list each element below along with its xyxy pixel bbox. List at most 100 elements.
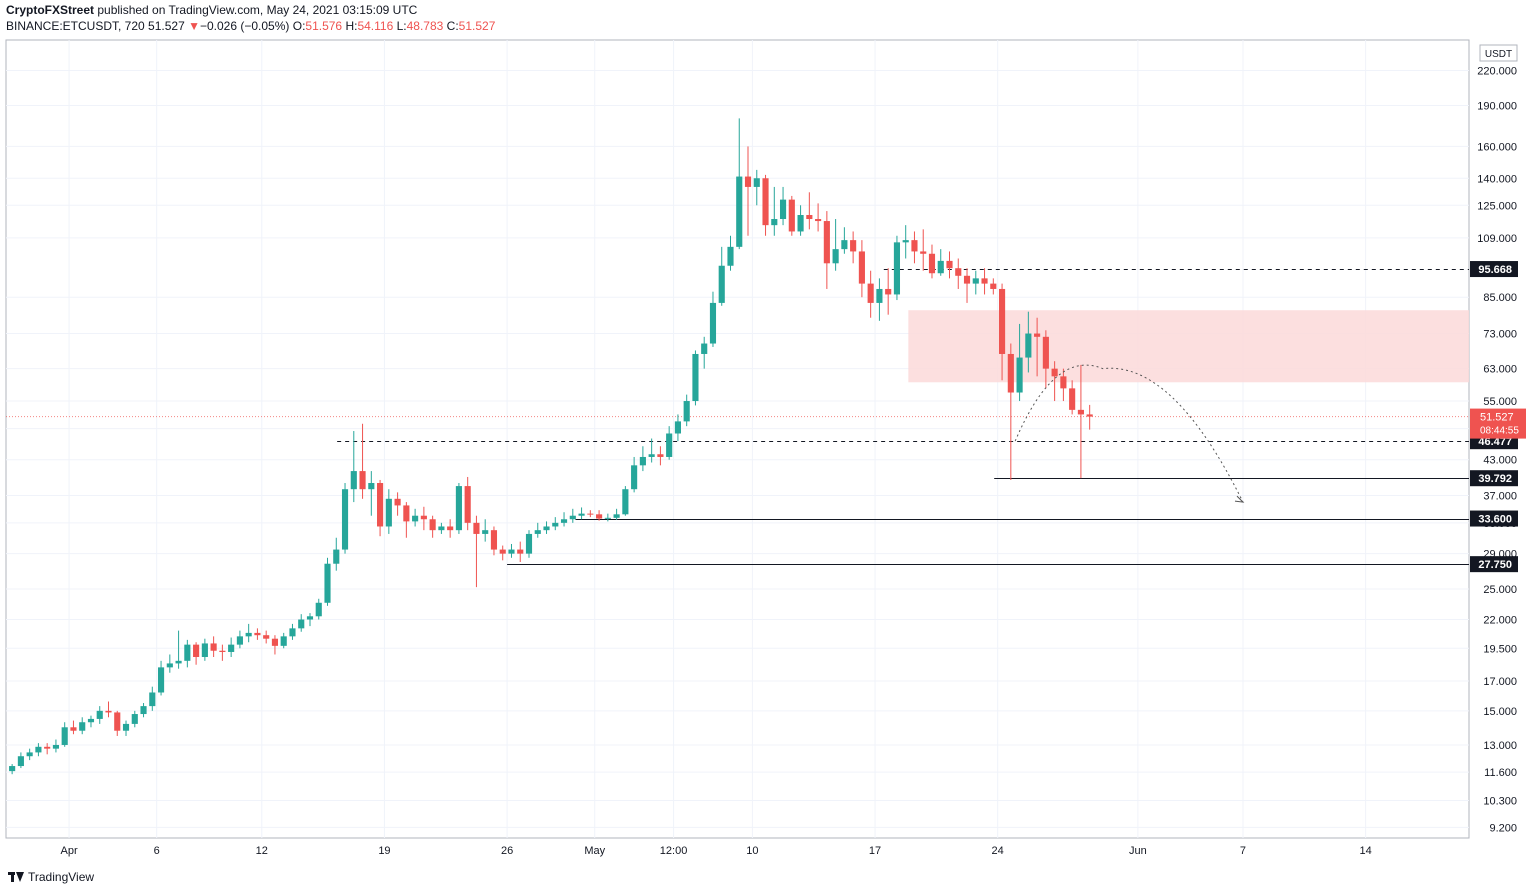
candle-body <box>52 744 60 749</box>
candle <box>403 502 410 538</box>
candle <box>1007 343 1014 480</box>
candle-body <box>26 752 33 757</box>
candle <box>657 446 664 466</box>
candle-body <box>893 242 901 295</box>
y-tick-label: 55.000 <box>1483 396 1517 408</box>
candle-body <box>569 515 576 520</box>
candle-body <box>779 199 787 220</box>
symbol-label: BINANCE:ETCUSDT, 720 <box>6 19 145 33</box>
candle-body <box>578 513 585 516</box>
candle <box>1034 317 1041 377</box>
candle <box>832 219 839 271</box>
candle-body <box>587 513 594 515</box>
y-tick-label: 22.000 <box>1483 615 1517 627</box>
x-tick-label: Apr <box>61 845 78 857</box>
candle-body <box>79 722 86 731</box>
candle-body <box>806 215 813 220</box>
candle <box>1060 368 1067 402</box>
currency-label: USDT <box>1485 49 1512 60</box>
candle <box>771 186 778 236</box>
candle <box>482 519 489 542</box>
candle-body <box>657 454 664 457</box>
candle-body <box>1051 368 1058 377</box>
candle <box>850 231 857 264</box>
arrowhead-icon <box>1234 495 1245 503</box>
candle <box>762 174 769 236</box>
candle <box>166 654 173 673</box>
x-tick-label: 17 <box>869 845 881 857</box>
candle-body <box>955 268 962 276</box>
candle <box>52 739 60 753</box>
candle <box>981 268 988 295</box>
candle-body <box>1060 376 1067 389</box>
candle <box>1051 361 1058 402</box>
candle-body <box>254 632 261 636</box>
candle <box>692 350 699 406</box>
candle-body <box>44 746 51 749</box>
candle <box>149 686 156 711</box>
candle-body <box>674 421 681 434</box>
candle-body <box>122 723 130 731</box>
candle-body <box>1016 357 1023 393</box>
price-chart[interactable]: 9.200 10.300 11.600 13.000 15.000 17.000 19.50… <box>0 0 1536 868</box>
candle-body <box>394 498 401 506</box>
publisher-name[interactable]: CryptoFXStreet <box>6 3 95 17</box>
candle <box>823 211 830 289</box>
candle-body <box>473 522 480 534</box>
candle <box>543 521 550 534</box>
candle-body <box>455 486 462 531</box>
high-label: H: <box>345 19 358 33</box>
candle <box>377 479 384 537</box>
candle <box>219 644 226 661</box>
candle-body <box>946 260 953 269</box>
candle <box>245 623 252 643</box>
candle <box>1042 330 1049 389</box>
level-label-bg <box>1470 261 1518 278</box>
candle <box>184 639 191 668</box>
candle <box>753 169 760 206</box>
candle-body <box>368 483 375 490</box>
y-tick-label: 43.000 <box>1483 455 1517 467</box>
candle <box>315 598 322 620</box>
candle-body <box>841 240 848 250</box>
candle <box>841 227 848 254</box>
candle <box>9 764 16 775</box>
candle-body <box>499 549 506 554</box>
candle <box>131 710 138 728</box>
y-tick-label: 190.000 <box>1477 100 1517 112</box>
candle-body <box>981 278 988 284</box>
candle-body <box>815 219 822 222</box>
candle-body <box>525 533 533 554</box>
candle-body <box>157 667 165 693</box>
candle <box>508 543 515 558</box>
x-tick-label: 6 <box>154 845 160 857</box>
candle <box>44 743 51 755</box>
x-tick-label: Jun <box>1129 845 1147 857</box>
candle-body <box>114 712 121 731</box>
candle <box>350 431 357 503</box>
candle <box>534 522 541 538</box>
candle <box>701 336 708 369</box>
y-tick-label: 11.600 <box>1484 767 1517 779</box>
candle <box>963 268 971 303</box>
candle <box>604 513 611 522</box>
price-change: −0.026 (−0.05%) <box>199 19 290 33</box>
candle <box>876 278 883 321</box>
candle <box>727 235 734 271</box>
x-tick-label: 24 <box>992 845 1004 857</box>
candle-body <box>631 465 638 490</box>
candle-body <box>447 526 454 531</box>
candle-body <box>333 549 340 564</box>
candle <box>464 476 471 531</box>
x-tick-label: 7 <box>1240 845 1246 857</box>
candle-body <box>350 471 357 490</box>
y-tick-label: 125.000 <box>1477 200 1517 212</box>
candle-body <box>1025 333 1032 358</box>
level-label: 46.477 <box>1478 436 1512 448</box>
candle-body <box>1034 333 1041 337</box>
candle <box>525 530 533 558</box>
candle <box>61 722 68 747</box>
y-tick-label: 15.000 <box>1483 706 1517 718</box>
candle-body <box>709 302 717 344</box>
y-tick-label: 25.000 <box>1483 584 1517 596</box>
